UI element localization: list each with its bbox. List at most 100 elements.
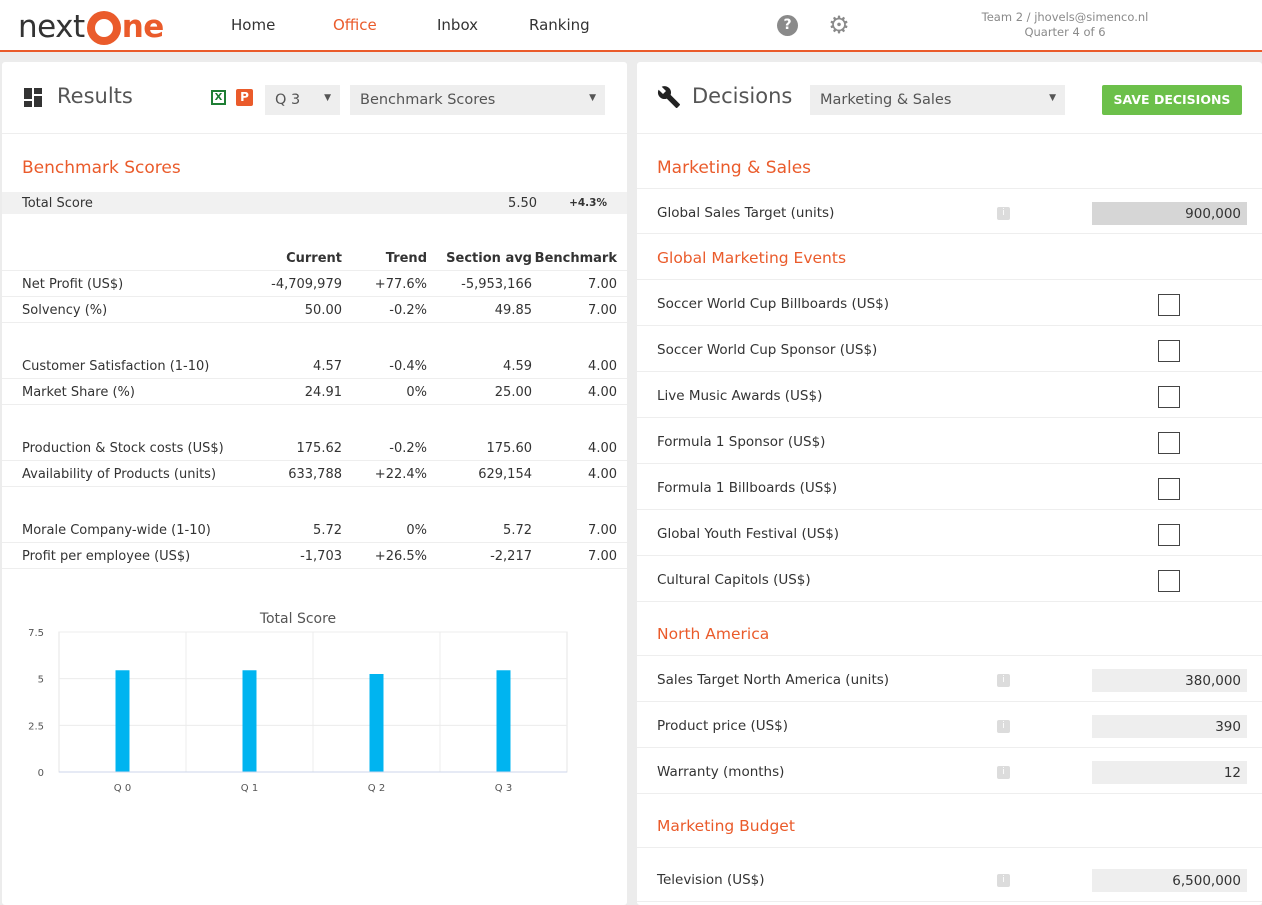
info-icon[interactable]: i: [997, 207, 1010, 220]
save-decisions-button[interactable]: SAVE DECISIONS: [1102, 85, 1242, 115]
nav-ranking[interactable]: Ranking: [529, 16, 590, 34]
chart-x-tick-label: Q 0: [114, 783, 131, 794]
nextone-logo[interactable]: next ne: [18, 8, 164, 46]
help-icon[interactable]: ?: [777, 15, 798, 36]
table-row: Profit per employee (US$) -1,703 +26.5% -2,…: [2, 543, 627, 569]
event-row: Formula 1 Billboards (US$): [637, 464, 1262, 510]
excel-export-icon[interactable]: X: [211, 90, 226, 105]
north-america-row-input[interactable]: 390: [1092, 715, 1247, 738]
table-row: Solvency (%) 50.00 -0.2% 49.85 7.00: [2, 297, 627, 323]
row-trend: -0.2%: [389, 303, 427, 318]
chart-y-tick-label: 0: [38, 768, 44, 779]
north-america-row: Sales Target North America (units) i 380,0…: [637, 656, 1262, 702]
row-benchmark: 7.00: [588, 523, 617, 538]
row-section-avg: 49.85: [494, 303, 532, 318]
powerpoint-export-icon[interactable]: P: [236, 89, 253, 106]
info-icon[interactable]: i: [997, 674, 1010, 687]
global-sales-target-label: Global Sales Target (units): [657, 205, 835, 221]
logo-text-ne: ne: [121, 9, 165, 45]
total-score-change: +4.3%: [569, 197, 607, 209]
row-section-avg: 25.00: [494, 385, 532, 400]
row-trend: +26.5%: [374, 549, 427, 564]
chart-bar: [242, 670, 257, 772]
row-label: Profit per employee (US$): [22, 549, 191, 564]
chart-bar: [115, 670, 130, 772]
col-benchmark: Benchmark: [534, 251, 617, 266]
row-current: 175.62: [296, 441, 343, 456]
marketing-sales-title: Marketing & Sales: [657, 158, 812, 178]
decision-area-select-value: Marketing & Sales: [820, 92, 952, 108]
chart-y-tick-label: 2.5: [28, 721, 44, 732]
event-label: Formula 1 Billboards (US$): [657, 480, 838, 496]
global-marketing-events-title: Global Marketing Events: [657, 249, 847, 267]
event-checkbox[interactable]: [1158, 570, 1180, 592]
nav-inbox[interactable]: Inbox: [437, 16, 479, 34]
decisions-header: Decisions Marketing & Sales ▼ SAVE DECIS…: [637, 62, 1262, 134]
results-header: Results X P Q 3 ▼ Benchmark Scores ▼: [2, 62, 627, 134]
event-label: Soccer World Cup Sponsor (US$): [657, 342, 878, 358]
decisions-panel: Decisions Marketing & Sales ▼ SAVE DECIS…: [637, 62, 1262, 905]
row-current: -4,709,979: [271, 277, 342, 292]
total-score-label: Total Score: [22, 196, 93, 211]
event-label: Soccer World Cup Billboards (US$): [657, 296, 890, 312]
row-trend: 0%: [406, 523, 427, 538]
north-america-row-input[interactable]: 12: [1092, 761, 1247, 784]
info-icon[interactable]: i: [997, 766, 1010, 779]
col-current: Current: [286, 251, 342, 266]
event-checkbox[interactable]: [1158, 524, 1180, 546]
row-section-avg: 629,154: [478, 467, 532, 482]
north-america-header: North America: [637, 610, 1262, 656]
table-row: Production & Stock costs (US$) 175.62 -0.2…: [2, 435, 627, 461]
info-icon[interactable]: i: [997, 720, 1010, 733]
event-checkbox[interactable]: [1158, 432, 1180, 454]
event-checkbox[interactable]: [1158, 386, 1180, 408]
row-current: -1,703: [300, 549, 342, 564]
row-trend: +22.4%: [374, 467, 427, 482]
budget-row-input[interactable]: 6,500,000: [1092, 869, 1247, 892]
row-section-avg: -2,217: [490, 549, 532, 564]
event-row: Soccer World Cup Billboards (US$): [637, 280, 1262, 326]
chart-bar: [369, 674, 384, 772]
event-checkbox[interactable]: [1158, 340, 1180, 362]
decision-area-select[interactable]: Marketing & Sales ▼: [810, 85, 1065, 115]
decisions-title: Decisions: [692, 84, 793, 108]
table-row: Availability of Products (units) 633,788 +…: [2, 461, 627, 487]
results-view-select[interactable]: Benchmark Scores ▼: [350, 85, 605, 115]
row-section-avg: 4.59: [503, 359, 532, 374]
row-label: Customer Satisfaction (1-10): [22, 359, 210, 374]
global-marketing-events-header: Global Marketing Events: [637, 234, 1262, 280]
event-checkbox[interactable]: [1158, 294, 1180, 316]
quarter-indicator: Quarter 4 of 6: [1024, 25, 1106, 39]
row-current: 633,788: [288, 467, 342, 482]
quarter-select[interactable]: Q 3 ▼: [265, 85, 340, 115]
event-checkbox[interactable]: [1158, 478, 1180, 500]
table-header-row: Current Trend Section avg Benchmark: [2, 245, 627, 271]
row-benchmark: 4.00: [588, 441, 617, 456]
table-row: Market Share (%) 24.91 0% 25.00 4.00: [2, 379, 627, 405]
global-sales-target-row: Global Sales Target (units) i 900,000: [637, 188, 1262, 234]
gear-icon[interactable]: ⚙: [828, 11, 850, 39]
nav-office[interactable]: Office: [333, 16, 377, 34]
chevron-down-icon: ▼: [324, 93, 331, 103]
benchmark-section-title: Benchmark Scores: [22, 158, 181, 178]
chart-title: Total Score: [259, 611, 336, 627]
info-icon[interactable]: i: [997, 874, 1010, 887]
results-title: Results: [57, 84, 133, 108]
row-label: Production & Stock costs (US$): [22, 441, 224, 456]
row-label: Availability of Products (units): [22, 467, 217, 482]
nav-home[interactable]: Home: [231, 16, 276, 34]
marketing-budget-header: Marketing Budget: [637, 802, 1262, 848]
global-sales-target-input[interactable]: 900,000: [1092, 202, 1247, 225]
chart-x-tick-label: Q 3: [495, 783, 512, 794]
event-row: Soccer World Cup Sponsor (US$): [637, 326, 1262, 372]
row-benchmark: 7.00: [588, 303, 617, 318]
user-info: Team 2 / jhovels@simenco.nl Quarter 4 of…: [950, 10, 1180, 40]
row-benchmark: 7.00: [588, 549, 617, 564]
row-trend: 0%: [406, 385, 427, 400]
chart-bar: [496, 670, 511, 772]
north-america-row-input[interactable]: 380,000: [1092, 669, 1247, 692]
north-america-row: Warranty (months) i 12: [637, 748, 1262, 794]
marketing-budget-title: Marketing Budget: [657, 817, 795, 835]
wrench-icon: [657, 86, 680, 108]
total-score-chart: Total Score 0 2.5 5 7.5 Q 0 Q 1 Q 2 Q 3: [2, 607, 627, 807]
